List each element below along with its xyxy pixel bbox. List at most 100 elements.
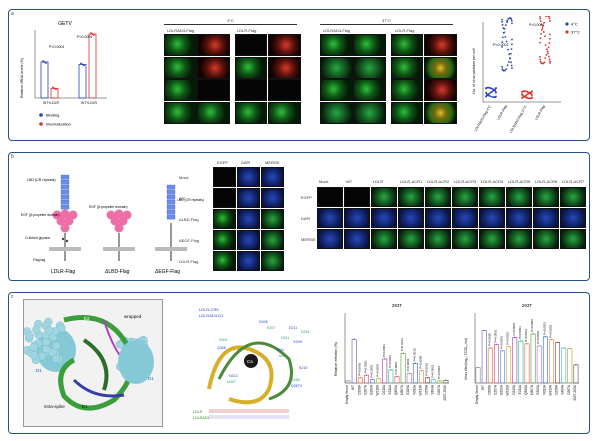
bar-dot bbox=[439, 380, 441, 382]
bar-dot bbox=[414, 362, 417, 365]
grid2-col-label: LDLR-ΔCR4 bbox=[481, 179, 504, 184]
plot2-point bbox=[504, 24, 507, 27]
cr-repeat bbox=[166, 194, 176, 200]
bar bbox=[406, 373, 412, 384]
micrograph-tile bbox=[398, 187, 424, 207]
plot2-point bbox=[485, 95, 487, 98]
plot2-point bbox=[505, 40, 508, 43]
legend-binding-marker bbox=[39, 113, 43, 117]
pvalue-label: P=0.0003 bbox=[357, 362, 361, 375]
plot1-dot bbox=[53, 87, 56, 90]
plot1-bar-1 bbox=[50, 88, 59, 99]
micrograph-tile bbox=[423, 34, 457, 56]
micrograph-tile bbox=[452, 187, 478, 207]
calcium-ion bbox=[244, 354, 258, 368]
cr-repeat bbox=[60, 184, 70, 190]
pvalue-label: P=0.0234 bbox=[400, 338, 404, 351]
plot1-cat-1: WT+LDLR bbox=[43, 101, 59, 105]
legend-37c: 37°C bbox=[571, 30, 580, 35]
grid2-col-label: LDLR-ΔCR3 bbox=[454, 179, 477, 184]
pvalue-label: P<0.0001 bbox=[512, 322, 516, 335]
bar bbox=[382, 358, 388, 384]
cr-repeat bbox=[166, 184, 176, 190]
bar-dot bbox=[377, 377, 380, 380]
micrograph-tile bbox=[234, 34, 268, 56]
bar-dot bbox=[544, 336, 547, 338]
micrograph-tile bbox=[398, 208, 424, 228]
struct1-intra: intra-spike bbox=[44, 404, 65, 409]
plot2-point bbox=[548, 37, 551, 40]
struct2-label-1: LDLR-CR5 bbox=[199, 307, 219, 312]
bar-cat-label: W210A bbox=[506, 384, 510, 395]
grid1-col-label: MERGE bbox=[265, 160, 280, 165]
micrograph-tile bbox=[320, 79, 353, 101]
grid1-row-label: ΔLBD-Flag bbox=[179, 217, 199, 222]
residue-label: D206 bbox=[259, 320, 268, 324]
plot2-point bbox=[544, 57, 547, 59]
plot2-point bbox=[501, 36, 504, 39]
bar-cat-label: S304A bbox=[431, 384, 435, 394]
plot2-point bbox=[544, 35, 546, 38]
egfp-dapi-merge-grid: EGFP DAPI MERGE Mock WT ΔLBD-Flag ΔEGF-Flag LDL… bbox=[179, 159, 289, 277]
plot2-point bbox=[549, 60, 551, 63]
plot2-ylabel: No. of virus particles per cell bbox=[472, 48, 476, 93]
bar-dot bbox=[433, 378, 435, 381]
bar-cat-label: E211A bbox=[388, 384, 392, 394]
micrograph-tile bbox=[533, 208, 559, 228]
bar-cat-label: E209A bbox=[536, 384, 540, 394]
cr-repeat bbox=[60, 179, 70, 185]
micro-37c: 37°C LDLRAD3-Flag LDLR-Flag bbox=[315, 18, 458, 126]
seq-ldlr: LDLR bbox=[193, 410, 203, 414]
atom-sphere bbox=[51, 354, 61, 363]
bar-cat-label: D258A bbox=[425, 384, 429, 395]
plot2-point bbox=[507, 61, 510, 63]
residue-label: E207 bbox=[267, 326, 275, 330]
pvalue-label: P<0.0001 bbox=[524, 329, 528, 342]
bar bbox=[425, 377, 431, 384]
spike-structure-svg: E2 wrapped D1 D1 intra-spike E1 bbox=[24, 314, 154, 411]
plot2-point bbox=[547, 46, 550, 49]
construct-dlbd-flag bbox=[103, 209, 135, 261]
micrograph-tile bbox=[506, 187, 532, 207]
seq-ldlrad3: LDLRAD3 bbox=[193, 416, 209, 420]
micrograph-tile bbox=[479, 208, 505, 228]
grid1-col-label: EGFP bbox=[217, 160, 228, 165]
plot1-bar-3 bbox=[88, 33, 97, 99]
bar-dot bbox=[563, 347, 565, 349]
plot2-point bbox=[502, 31, 505, 34]
micrograph-tile bbox=[234, 101, 268, 124]
struct1-d1a: D1 bbox=[36, 368, 42, 373]
bar-cat-label: D206A bbox=[487, 384, 491, 395]
plot1-dot bbox=[55, 88, 57, 91]
bar-cat-label: M307A bbox=[530, 384, 534, 395]
bar-dot bbox=[477, 366, 479, 369]
micro-4c-col1: LDLRAD3-Flag bbox=[167, 28, 195, 33]
plot1-dot bbox=[83, 64, 85, 67]
micrograph-tile bbox=[267, 34, 301, 56]
plot2-point bbox=[531, 96, 533, 99]
micrograph-tile bbox=[353, 56, 386, 79]
pvalue-label: P<0.0001 bbox=[406, 358, 410, 371]
bar-cat-label: Empty Vector bbox=[345, 384, 349, 404]
micrograph-tile bbox=[237, 251, 260, 271]
micrograph-tile bbox=[213, 209, 236, 229]
micrograph-tile bbox=[506, 229, 532, 249]
bar-cat-label: D215A bbox=[512, 384, 516, 395]
micrograph-tile bbox=[560, 187, 586, 207]
plot2-point bbox=[539, 17, 542, 20]
plot2-point bbox=[502, 69, 504, 72]
plot2-point bbox=[511, 43, 513, 46]
plot2-point bbox=[547, 55, 550, 58]
cr-repeat bbox=[166, 204, 176, 210]
cr-repeat bbox=[166, 189, 176, 195]
bar-cat-label: WT bbox=[481, 385, 485, 390]
micrograph-tile bbox=[353, 101, 386, 124]
micrograph-tile bbox=[164, 101, 197, 124]
plot2-point bbox=[539, 55, 541, 58]
relative-infection-chart: 293T Relative infection (%) Empty Vector… bbox=[334, 303, 449, 404]
micrograph-tile bbox=[213, 230, 236, 250]
construct-ldlr-flag bbox=[49, 174, 81, 261]
micrograph-tile bbox=[164, 56, 197, 79]
plot2-point bbox=[546, 50, 549, 53]
legend-internalization: Internalization bbox=[46, 122, 71, 127]
